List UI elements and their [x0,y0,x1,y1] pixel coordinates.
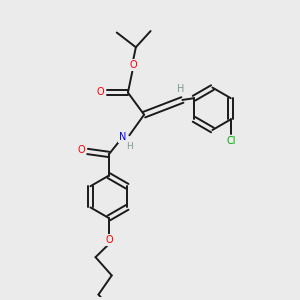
Text: Cl: Cl [226,136,236,146]
Text: O: O [96,87,104,97]
Text: O: O [129,60,137,70]
Text: O: O [106,235,113,245]
Text: H: H [126,142,133,151]
Text: N: N [119,132,127,142]
Text: H: H [177,84,184,94]
Text: O: O [77,145,85,155]
